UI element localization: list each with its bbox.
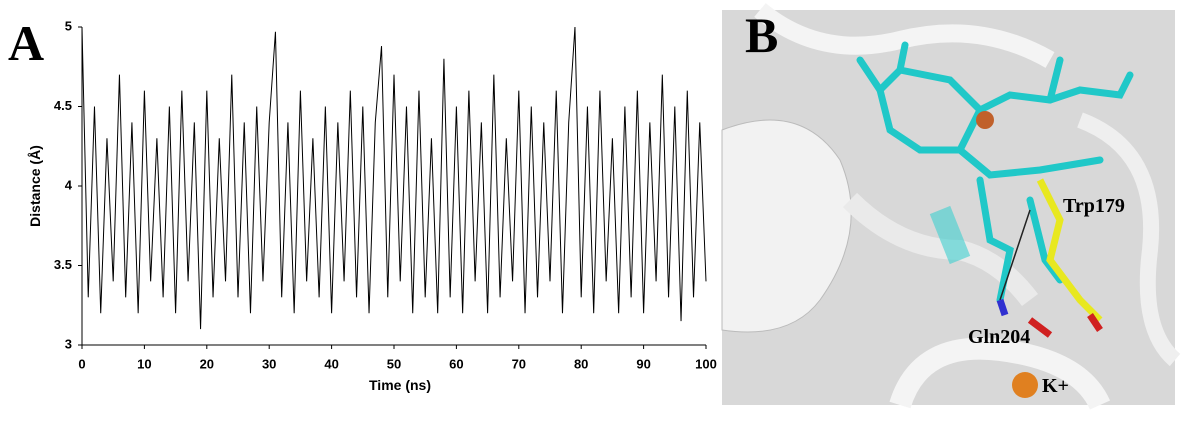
plot: 33.544.550 10 20 30 40 50 60 70 80 90 100 xyxy=(54,18,717,371)
panel-label: B xyxy=(745,7,778,63)
data-line xyxy=(81,26,707,330)
x-tick-label: 50 xyxy=(387,356,401,371)
x-tick-label: 20 xyxy=(200,356,214,371)
panel-label: A xyxy=(8,15,44,71)
x-tick-label: 80 xyxy=(574,356,588,371)
x-tick-label: 60 xyxy=(449,356,463,371)
residue-label: Trp179 xyxy=(1063,195,1125,217)
y-tick-label: 4.5 xyxy=(54,98,72,113)
y-tick-label: 4 xyxy=(65,177,73,192)
x-tick-label: 0 xyxy=(78,356,85,371)
y-tick-label: 5 xyxy=(65,18,72,33)
residue-label: Gln204 xyxy=(968,326,1030,348)
structure-image xyxy=(721,2,1181,410)
ion-label: K+ xyxy=(1042,375,1069,397)
x-tick-label: 30 xyxy=(262,356,276,371)
x-tick-label: 70 xyxy=(512,356,526,371)
x-tick-label: 10 xyxy=(137,356,151,371)
x-tick-label: 90 xyxy=(636,356,650,371)
x-tick-label: 100 xyxy=(695,356,717,371)
x-tick-label: 40 xyxy=(324,356,338,371)
y-tick-label: 3.5 xyxy=(54,257,72,272)
y-axis-label: Distance (Å) xyxy=(27,145,43,227)
x-axis-label: Time (ns) xyxy=(369,377,431,393)
y-tick-label: 3 xyxy=(65,336,72,351)
